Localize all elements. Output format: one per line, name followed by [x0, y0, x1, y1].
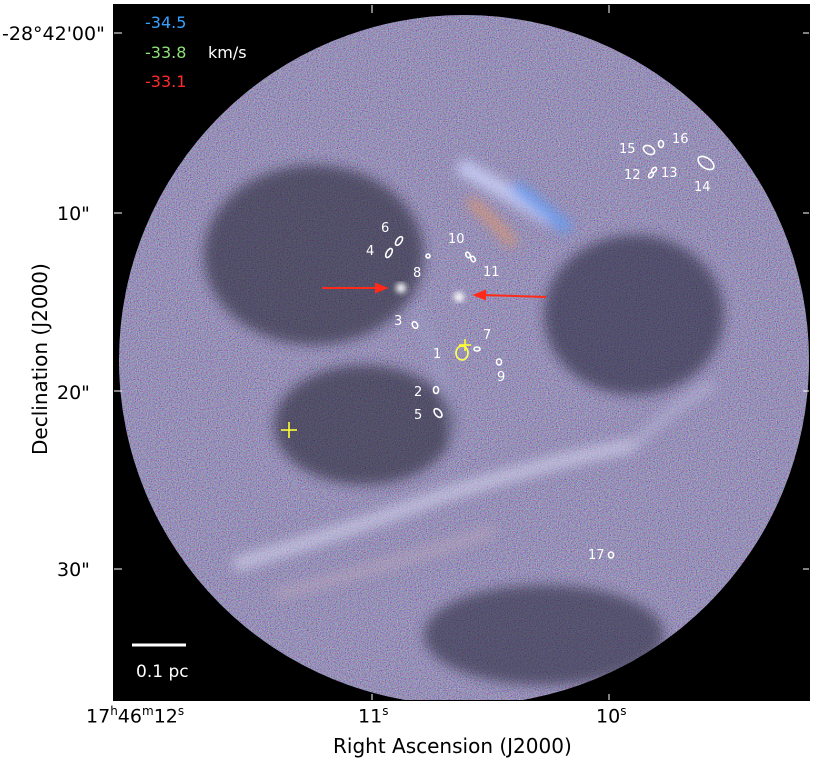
source-ellipse — [697, 155, 715, 171]
arrow-marker — [472, 289, 547, 301]
source-ellipse — [642, 144, 656, 156]
arrow-marker — [322, 282, 389, 294]
source-label: 6 — [381, 221, 389, 236]
source-label: 9 — [497, 370, 505, 385]
x-tick-label: 11s — [358, 704, 389, 728]
y-tick-label: -28°42'00" — [2, 23, 105, 45]
source-ellipse — [464, 251, 472, 259]
velocity-unit-label: km/s — [208, 43, 247, 62]
red-arrows — [322, 282, 547, 301]
source-label: 17 — [588, 548, 605, 563]
source-ellipses — [384, 139, 715, 559]
velocity-red-label: -33.1 — [145, 72, 187, 91]
scale-bar-label: 0.1 pc — [136, 662, 189, 682]
source-label: 16 — [672, 132, 689, 147]
y-tick-label: 20" — [57, 382, 90, 404]
x-axis-title: Right Ascension (J2000) — [333, 734, 572, 758]
source-label: 11 — [483, 265, 500, 280]
source-ellipse — [607, 551, 615, 559]
source-label: 7 — [483, 328, 491, 343]
rgb-velocity-image: 1 2 3 4 5 6 7 8 9 10 11 12 13 14 15 16 1… — [114, 5, 809, 700]
velocity-blue-label: -34.5 — [145, 13, 187, 32]
source-ellipse — [411, 320, 419, 330]
source-ellipse — [432, 385, 440, 395]
source-ellipse — [384, 247, 394, 259]
y-tick-label: 10" — [57, 203, 90, 225]
yellow-cross-markers — [281, 339, 471, 438]
source-ellipse — [657, 139, 665, 149]
image-frame: 1 2 3 4 5 6 7 8 9 10 11 12 13 14 15 16 1… — [113, 4, 810, 701]
source-label: 12 — [624, 168, 641, 183]
source-label: 15 — [619, 142, 636, 157]
source-label: 1 — [433, 347, 441, 362]
x-tick-label: 17h46m12s — [86, 704, 185, 728]
source-ellipse — [650, 166, 658, 174]
source-ellipse — [433, 407, 443, 419]
source-ellipse-highlight — [455, 345, 469, 361]
source-ellipse — [495, 358, 503, 366]
x-tick-label: 10s — [596, 704, 627, 728]
source-labels: 1 2 3 4 5 6 7 8 9 10 11 12 13 14 15 16 1… — [366, 132, 711, 563]
frame-ticks — [114, 5, 809, 700]
velocity-green-label: -33.8 — [145, 43, 187, 62]
source-label: 8 — [413, 266, 421, 281]
source-label: 3 — [394, 314, 402, 329]
source-label: 2 — [414, 385, 422, 400]
source-label: 5 — [414, 408, 422, 423]
source-ellipse — [469, 255, 477, 263]
source-label: 13 — [661, 166, 678, 181]
source-ellipse — [425, 253, 431, 259]
cross-marker — [281, 422, 297, 438]
y-tick-label: 30" — [57, 559, 90, 581]
source-label: 14 — [694, 180, 711, 195]
y-axis-title: Declination (J2000) — [28, 263, 52, 455]
source-label: 10 — [448, 232, 465, 247]
source-label: 4 — [366, 244, 374, 259]
cross-marker — [459, 339, 471, 351]
source-ellipse — [394, 235, 404, 247]
source-ellipse — [473, 346, 481, 352]
